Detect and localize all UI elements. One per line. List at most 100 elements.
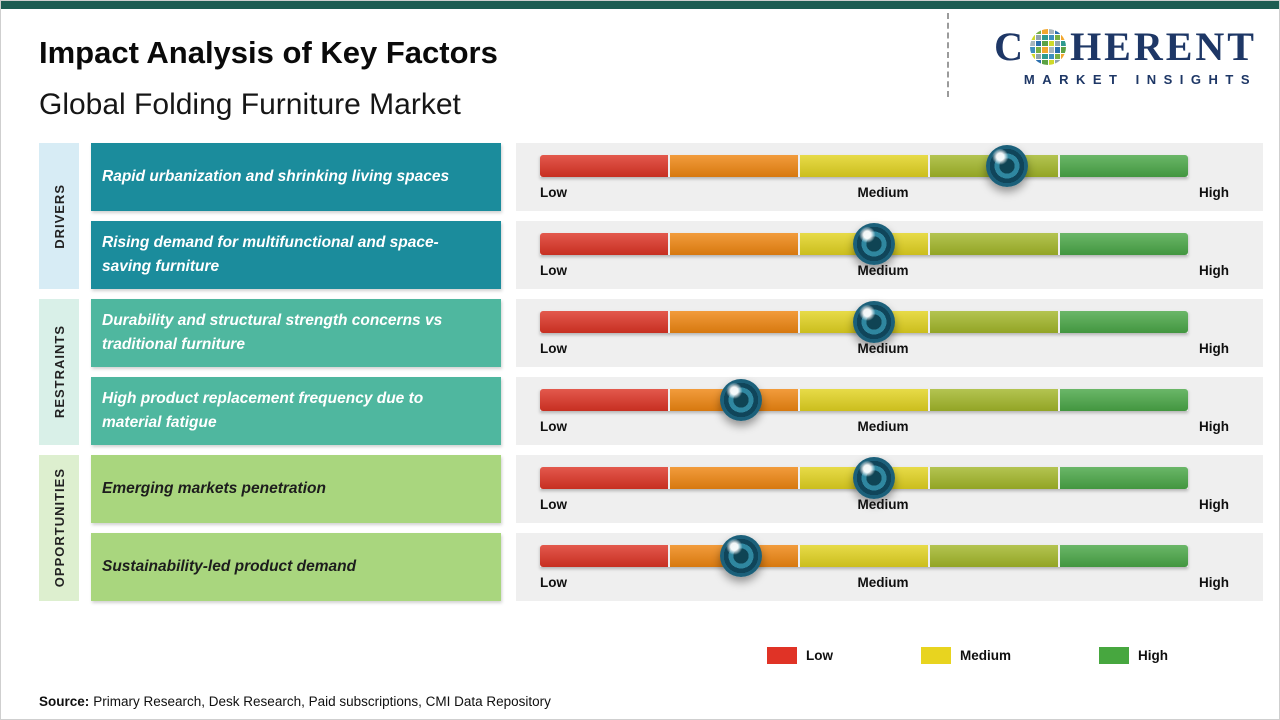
- factor-box: Rising demand for multifunctional and sp…: [91, 221, 501, 289]
- mosaic-tile: [1060, 47, 1067, 53]
- factor-label: Rising demand for multifunctional and sp…: [102, 233, 439, 275]
- impact-bar: [540, 545, 1188, 567]
- impact-bar-segment: [930, 389, 1058, 411]
- mosaic-tile: [1048, 53, 1054, 59]
- mosaic-tile: [1048, 29, 1054, 35]
- factor-row: Durability and structural strength conce…: [91, 299, 1263, 367]
- impact-bar-segment: [1060, 155, 1188, 177]
- source-label: Source:: [39, 694, 90, 709]
- mosaic-tile: [1048, 47, 1054, 53]
- impact-marker: [719, 379, 762, 421]
- legend-item-low: Low: [767, 647, 833, 664]
- group-drivers: DRIVERS Rapid urbanization and shrinking…: [39, 143, 1263, 289]
- impact-bar-panel: Low Medium High: [516, 377, 1263, 445]
- mosaic-tile: [1042, 59, 1048, 65]
- category-strip: DRIVERS: [39, 143, 79, 289]
- factor-row: High product replacement frequency due t…: [91, 377, 1263, 445]
- factor-label: High product replacement frequency due t…: [102, 389, 424, 431]
- mosaic-tile: [1042, 29, 1048, 35]
- impact-bar-segment: [1060, 545, 1188, 567]
- scale-high: High: [1198, 185, 1229, 200]
- mosaic-tile: [1042, 47, 1048, 53]
- mosaic-tile: [1060, 59, 1067, 65]
- impact-marker: [852, 301, 895, 343]
- logo-letters-herent: HERENT: [1070, 24, 1257, 69]
- scale-medium: Medium: [857, 419, 909, 434]
- impact-bar-segment: [1060, 467, 1188, 489]
- mosaic-tile: [1036, 41, 1042, 47]
- top-accent-bar: [1, 1, 1279, 9]
- scale-low: Low: [540, 185, 567, 200]
- impact-bar-segment: [1060, 311, 1188, 333]
- impact-bar-segment: [540, 467, 668, 489]
- logo-mosaic-o: [1030, 29, 1067, 65]
- mosaic-tile: [1030, 35, 1036, 41]
- scale-high: High: [1198, 263, 1229, 278]
- logo-letter-c: C: [994, 24, 1027, 69]
- mosaic-tile: [1042, 35, 1048, 41]
- mosaic-tile: [1036, 59, 1042, 65]
- impact-bar: [540, 389, 1188, 411]
- mosaic-tile: [1030, 53, 1036, 59]
- scale-high: High: [1198, 575, 1229, 590]
- legend-item-high: High: [1099, 647, 1168, 664]
- factor-label: Sustainability-led product demand: [102, 557, 357, 575]
- impact-bar-segment: [670, 311, 798, 333]
- mosaic-tile: [1060, 29, 1067, 35]
- factor-box: Rapid urbanization and shrinking living …: [91, 143, 501, 211]
- category-label: OPPORTUNITIES: [51, 468, 67, 588]
- impact-bar-segment: [670, 155, 798, 177]
- impact-marker: [985, 145, 1028, 187]
- source-text: Primary Research, Desk Research, Paid su…: [93, 694, 551, 709]
- group-opportunities: OPPORTUNITIES Emerging markets penetrati…: [39, 455, 1263, 601]
- scale-low: Low: [540, 341, 567, 356]
- mosaic-tile: [1054, 35, 1060, 41]
- scale-labels: Low Medium High: [540, 185, 1229, 200]
- factor-row: Emerging markets penetration Low Medium …: [91, 455, 1263, 523]
- impact-bar-segment: [670, 467, 798, 489]
- impact-matrix: DRIVERS Rapid urbanization and shrinking…: [39, 143, 1263, 601]
- impact-bar-panel: Low Medium High: [516, 221, 1263, 289]
- factor-box: High product replacement frequency due t…: [91, 377, 501, 445]
- scale-labels: Low Medium High: [540, 341, 1229, 356]
- impact-bar-segment: [800, 155, 928, 177]
- legend-label: Low: [806, 648, 833, 663]
- impact-bar-panel: Low Medium High: [516, 299, 1263, 367]
- impact-bar-segment: [800, 389, 928, 411]
- mosaic-tile: [1054, 29, 1060, 35]
- legend-label: High: [1138, 648, 1169, 663]
- scale-labels: Low Medium High: [540, 419, 1229, 434]
- mosaic-tile: [1030, 59, 1036, 65]
- impact-bar-segment: [930, 545, 1058, 567]
- legend-swatch-high: [1099, 647, 1130, 664]
- mosaic-tile: [1048, 59, 1054, 65]
- legend-item-medium: Medium: [921, 647, 1011, 664]
- category-label: DRIVERS: [51, 183, 67, 249]
- logo: C HERENT MARKET INSIGHTS: [994, 24, 1257, 88]
- impact-bar-segment: [670, 233, 798, 255]
- factor-label: Rapid urbanization and shrinking living …: [102, 167, 450, 185]
- mosaic-tile: [1054, 41, 1060, 47]
- mosaic-tile: [1060, 41, 1067, 47]
- legend-swatch-low: [767, 647, 797, 664]
- impact-bar-segment: [800, 545, 928, 567]
- legend: Low Medium High: [767, 647, 1168, 664]
- scale-low: Low: [540, 575, 567, 590]
- scale-medium: Medium: [857, 497, 909, 512]
- impact-bar-panel: Low Medium High: [516, 533, 1263, 601]
- legend-label: Medium: [960, 648, 1012, 663]
- scale-low: Low: [540, 263, 567, 278]
- impact-bar: [540, 155, 1188, 177]
- factor-box: Durability and structural strength conce…: [91, 299, 501, 367]
- impact-marker: [852, 223, 895, 265]
- group-restraints: RESTRAINTS Durability and structural str…: [39, 299, 1263, 445]
- impact-bar-segment: [1060, 233, 1188, 255]
- mosaic-tile: [1054, 53, 1060, 59]
- mosaic-tile: [1042, 53, 1048, 59]
- scale-low: Low: [540, 497, 567, 512]
- impact-bar: [540, 311, 1188, 333]
- impact-marker: [719, 535, 762, 577]
- scale-low: Low: [540, 419, 567, 434]
- factor-label: Emerging markets penetration: [102, 479, 326, 497]
